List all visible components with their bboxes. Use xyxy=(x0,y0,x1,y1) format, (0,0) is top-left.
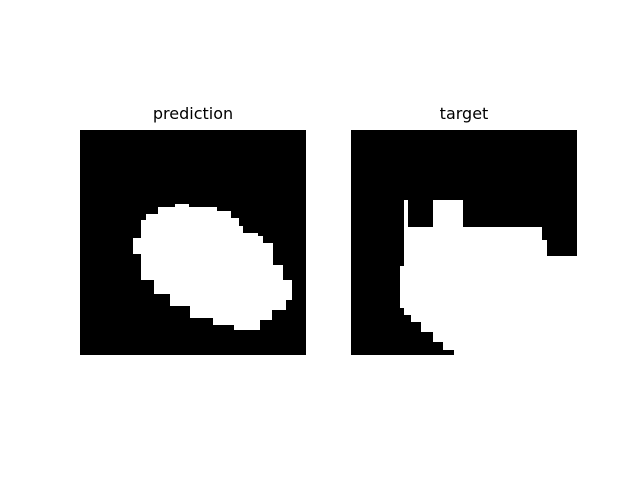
target-mask-image xyxy=(351,130,577,355)
target-mask-svg xyxy=(351,130,577,355)
target-panel-title: target xyxy=(439,104,489,123)
target-mask-region xyxy=(400,200,577,355)
prediction-mask-region xyxy=(133,204,292,330)
prediction-mask-svg xyxy=(80,130,306,355)
prediction-mask-image xyxy=(80,130,306,355)
prediction-panel-title: prediction xyxy=(152,104,234,123)
